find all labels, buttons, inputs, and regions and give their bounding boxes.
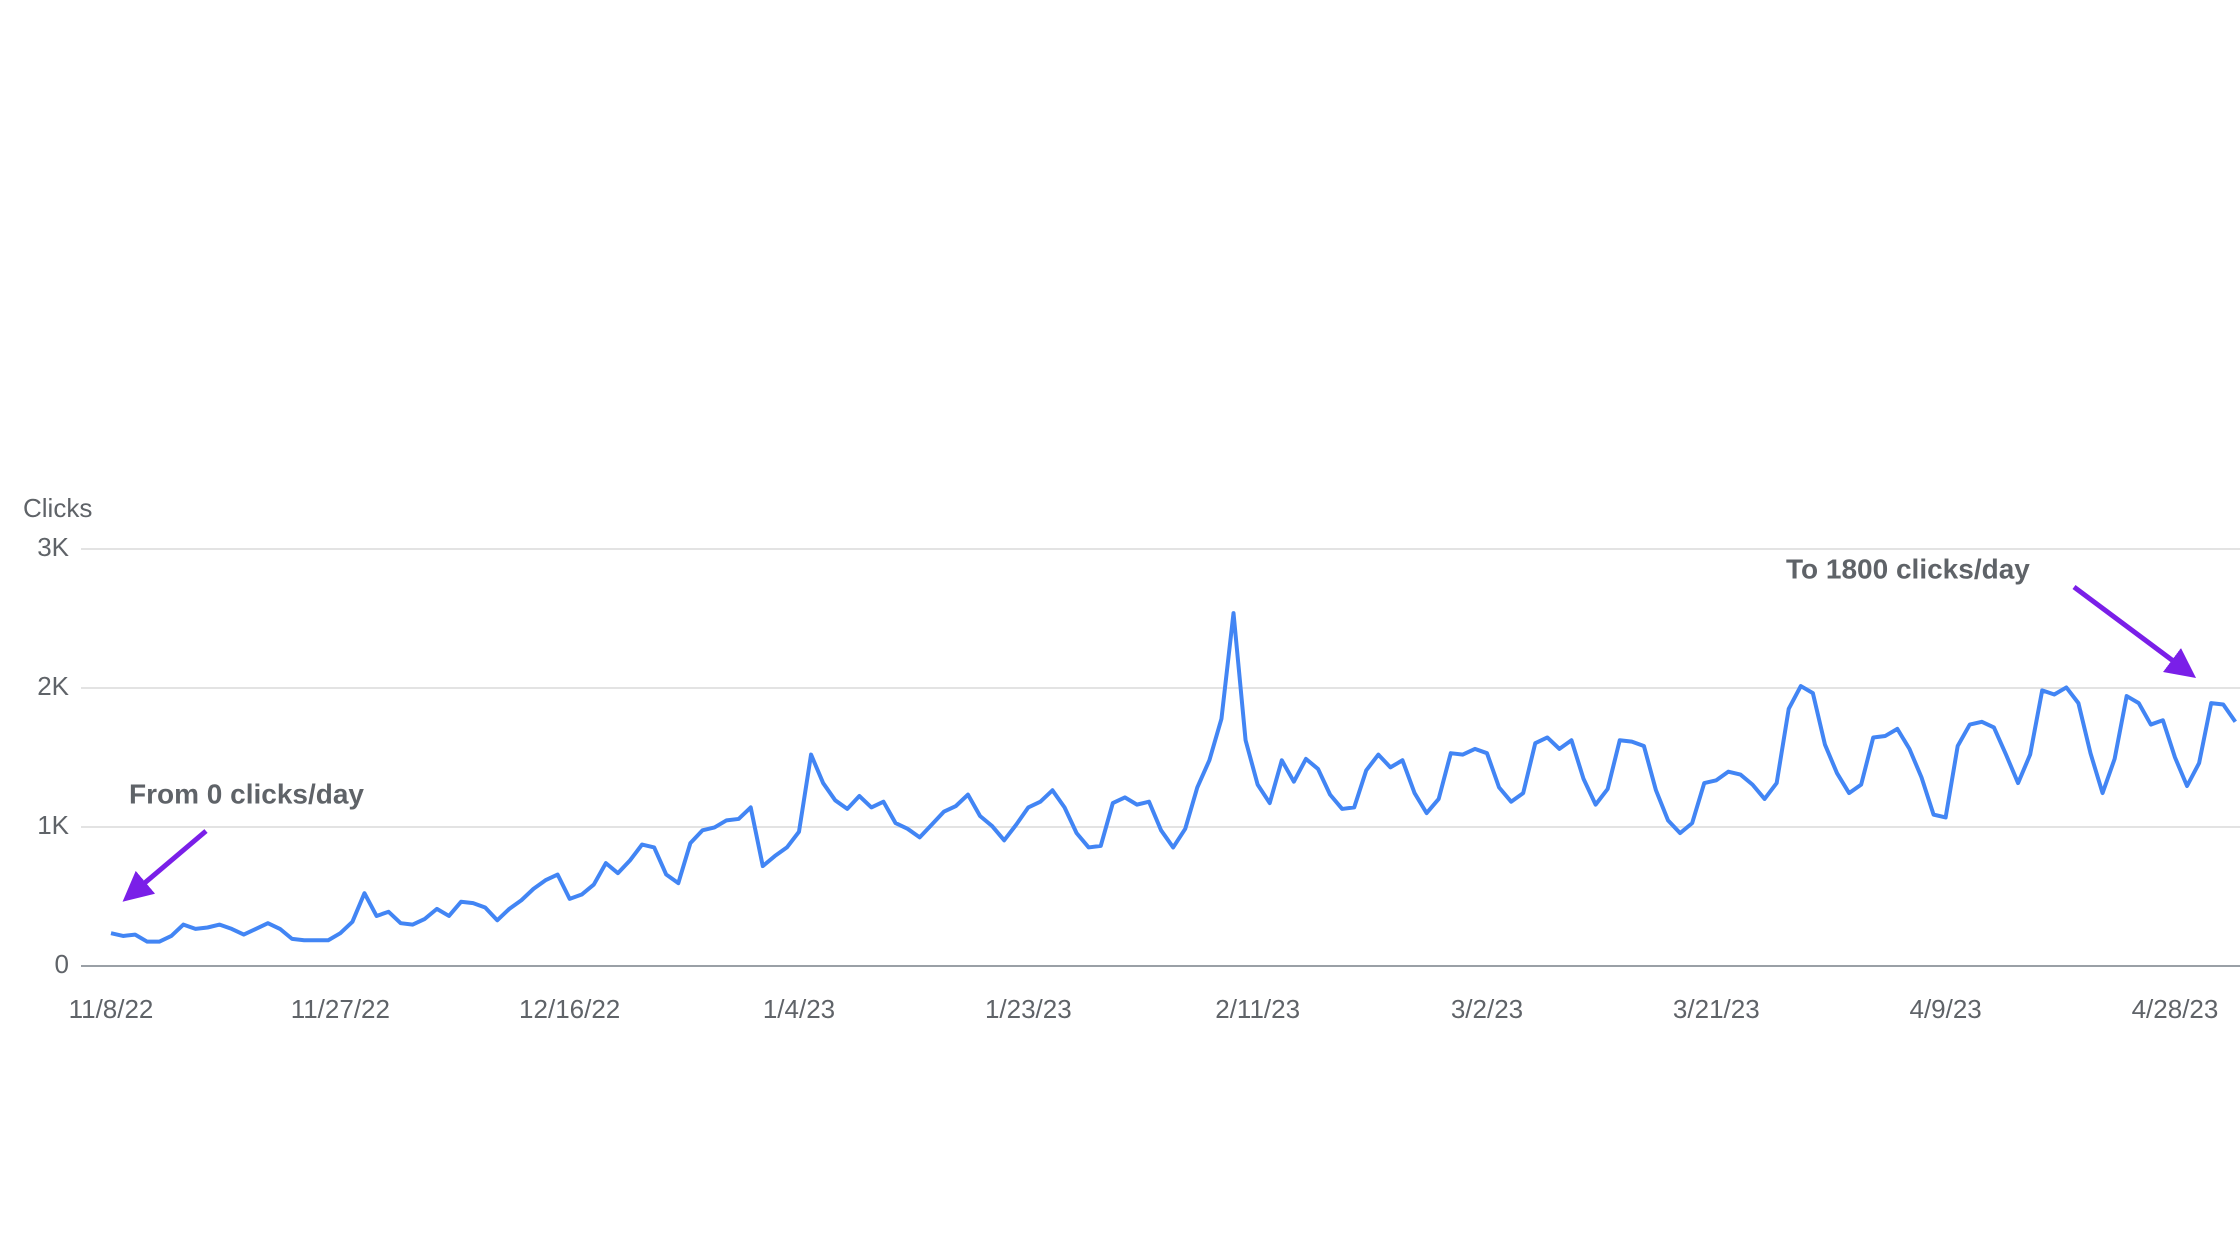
x-tick-label: 3/21/23 bbox=[1673, 994, 1760, 1024]
x-tick-label: 3/2/23 bbox=[1451, 994, 1523, 1024]
annotation: From 0 clicks/day bbox=[129, 778, 364, 809]
x-tick-label: 4/28/23 bbox=[2132, 994, 2219, 1024]
x-tick-label: 2/11/23 bbox=[1215, 994, 1300, 1024]
y-tick-label: 0 bbox=[55, 949, 69, 979]
x-tick-label: 1/23/23 bbox=[985, 994, 1072, 1024]
x-tick-label: 1/4/23 bbox=[763, 994, 835, 1024]
data-line bbox=[110, 611, 2237, 944]
annotation-arrow bbox=[122, 829, 208, 902]
annotation: To 1800 clicks/day bbox=[1786, 553, 2030, 584]
x-tick-label: 4/9/23 bbox=[1909, 994, 1981, 1024]
x-tick-label: 11/8/22 bbox=[69, 994, 154, 1024]
x-tick-label: 12/16/22 bbox=[519, 994, 620, 1024]
y-tick-label: 2K bbox=[37, 671, 69, 701]
y-tick-label: 1K bbox=[37, 810, 69, 840]
y-tick-label: 3K bbox=[37, 532, 69, 562]
x-tick-label: 11/27/22 bbox=[291, 994, 390, 1024]
annotation-arrow bbox=[2072, 584, 2197, 678]
y-axis-label: Clicks bbox=[23, 493, 92, 523]
